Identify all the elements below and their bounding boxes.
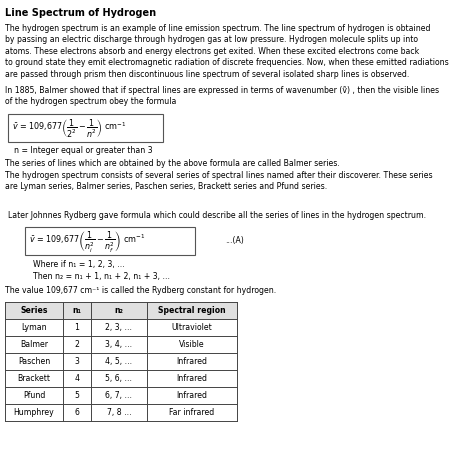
Text: The series of lines which are obtained by the above formula are called Balmer se: The series of lines which are obtained b… xyxy=(5,159,340,168)
Text: Infrared: Infrared xyxy=(176,374,208,383)
Text: ...(A): ...(A) xyxy=(225,236,244,245)
Text: 4, 5, ...: 4, 5, ... xyxy=(105,357,133,366)
Text: n₂: n₂ xyxy=(115,306,123,315)
Text: n = Integer equal or greater than 3: n = Integer equal or greater than 3 xyxy=(14,146,153,155)
Text: Lyman: Lyman xyxy=(21,323,47,332)
Text: n₁: n₁ xyxy=(73,306,82,315)
Text: Pfund: Pfund xyxy=(23,391,45,400)
Text: The hydrogen spectrum consists of several series of spectral lines named after t: The hydrogen spectrum consists of severa… xyxy=(5,171,433,191)
Text: 6: 6 xyxy=(74,408,80,417)
Text: Where if n₁ = 1, 2, 3, ...: Where if n₁ = 1, 2, 3, ... xyxy=(33,260,125,269)
Text: 1: 1 xyxy=(74,323,80,332)
Text: Far infrared: Far infrared xyxy=(169,408,215,417)
Text: Infrared: Infrared xyxy=(176,357,208,366)
Text: 2: 2 xyxy=(74,340,80,349)
Text: Series: Series xyxy=(20,306,48,315)
Text: Line Spectrum of Hydrogen: Line Spectrum of Hydrogen xyxy=(5,8,156,18)
Text: Spectral region: Spectral region xyxy=(158,306,226,315)
Text: Brackett: Brackett xyxy=(18,374,51,383)
Bar xyxy=(25,227,195,255)
Text: In 1885, Balmer showed that if spectral lines are expressed in terms of wavenumb: In 1885, Balmer showed that if spectral … xyxy=(5,86,439,106)
Text: 7, 8 ...: 7, 8 ... xyxy=(107,408,131,417)
Text: Later Johnnes Rydberg gave formula which could describe all the series of lines : Later Johnnes Rydberg gave formula which… xyxy=(8,211,426,220)
Text: Humphrey: Humphrey xyxy=(14,408,55,417)
Text: Paschen: Paschen xyxy=(18,357,50,366)
Text: The hydrogen spectrum is an example of line emission spectrum. The line spectrum: The hydrogen spectrum is an example of l… xyxy=(5,24,449,79)
Text: 2, 3, ...: 2, 3, ... xyxy=(106,323,133,332)
Text: Infrared: Infrared xyxy=(176,391,208,400)
Text: Visible: Visible xyxy=(179,340,205,349)
Bar xyxy=(8,114,163,142)
Text: The value 109,677 cm⁻¹ is called the Rydberg constant for hydrogen.: The value 109,677 cm⁻¹ is called the Ryd… xyxy=(5,286,276,295)
Text: 6, 7, ...: 6, 7, ... xyxy=(106,391,133,400)
Text: Balmer: Balmer xyxy=(20,340,48,349)
Text: $\bar{v}$ = 109,677$\left(\dfrac{1}{2^2}-\dfrac{1}{n^2}\right)$ cm$^{-1}$: $\bar{v}$ = 109,677$\left(\dfrac{1}{2^2}… xyxy=(12,117,127,139)
Text: 3: 3 xyxy=(74,357,80,366)
Text: $\bar{v}$ = 109,677$\left(\dfrac{1}{n_i^2}-\dfrac{1}{n_f^2}\right)$ cm$^{-1}$: $\bar{v}$ = 109,677$\left(\dfrac{1}{n_i^… xyxy=(29,228,146,253)
Text: Ultraviolet: Ultraviolet xyxy=(172,323,212,332)
Text: Then n₂ = n₁ + 1, n₁ + 2, n₁ + 3, ...: Then n₂ = n₁ + 1, n₁ + 2, n₁ + 3, ... xyxy=(33,272,170,281)
Text: 5, 6, ...: 5, 6, ... xyxy=(106,374,133,383)
Text: 5: 5 xyxy=(74,391,80,400)
Text: 4: 4 xyxy=(74,374,80,383)
Bar xyxy=(5,302,237,319)
Text: 3, 4, ...: 3, 4, ... xyxy=(105,340,133,349)
